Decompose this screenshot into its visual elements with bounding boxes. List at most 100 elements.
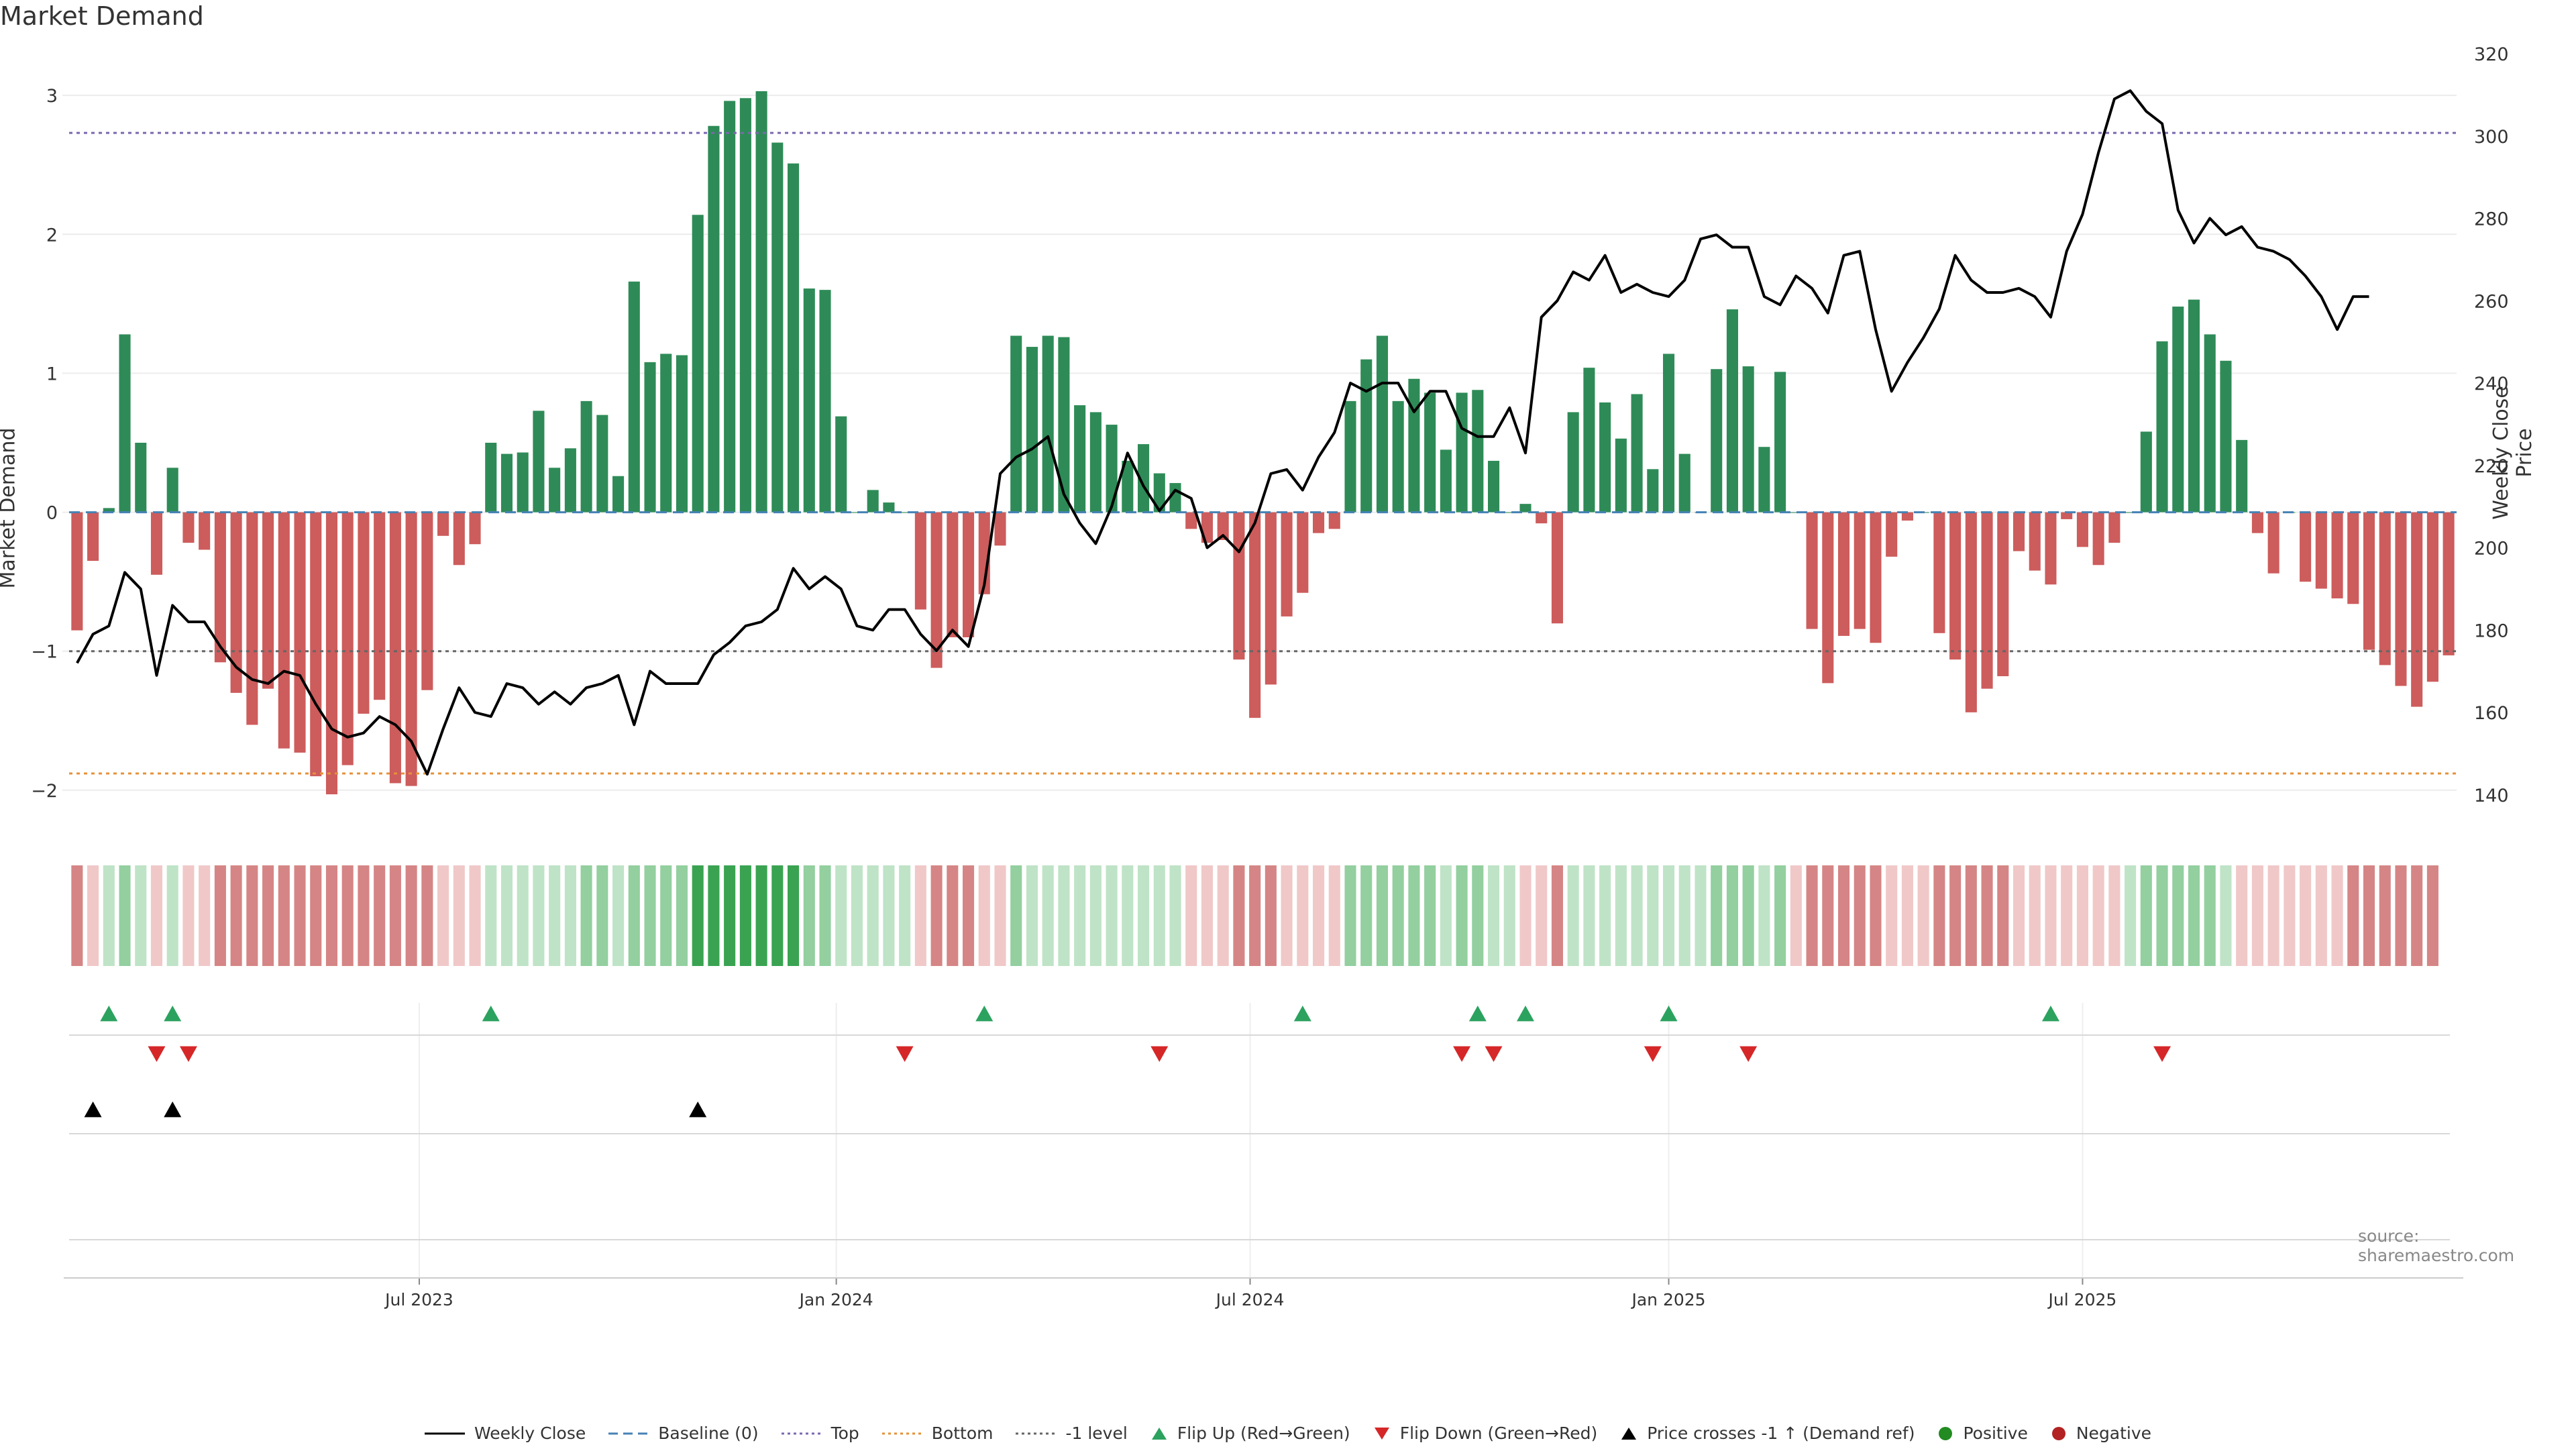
heat-cell (1456, 865, 1468, 966)
y2-tick-label: 200 (2474, 539, 2509, 559)
demand-bar (2267, 512, 2279, 574)
heat-cell (994, 865, 1006, 966)
demand-bar (1647, 469, 1659, 513)
x-tick-label: Jul 2025 (2047, 1290, 2117, 1309)
demand-bar (421, 512, 433, 690)
demand-bar (883, 502, 895, 513)
demand-bar (1854, 512, 1866, 629)
demand-bar (803, 288, 815, 513)
heat-cell (788, 865, 800, 966)
heat-cell (676, 865, 688, 966)
demand-bar (150, 512, 163, 575)
demand-bar (453, 512, 465, 566)
demand-bar (199, 512, 211, 550)
demand-bar (2061, 512, 2073, 519)
demand-bar (485, 443, 497, 513)
demand-bar (2363, 512, 2375, 650)
heat-cell (310, 865, 322, 966)
legend-item-price-cross[interactable]: Price crosses -1 ↑ (Demand ref) (1620, 1424, 1915, 1443)
legend-item-flip-down[interactable]: Flip Down (Green→Red) (1373, 1424, 1597, 1443)
heat-cell (2363, 865, 2375, 966)
demand-bar (1281, 512, 1293, 616)
demand-bar (1440, 449, 1452, 513)
demand-bar (119, 334, 131, 513)
heat-cell (1981, 865, 1993, 966)
heat-cell (851, 865, 863, 966)
heat-cell (2188, 865, 2200, 966)
y-tick-label: 3 (46, 86, 58, 107)
legend-item-baseline[interactable]: Baseline (0) (608, 1424, 759, 1443)
flip-up-marker (1293, 1006, 1311, 1022)
heat-cell (803, 865, 815, 966)
flip-up-marker (164, 1006, 182, 1022)
heat-cell (119, 865, 131, 966)
heat-cell (1217, 865, 1229, 966)
heat-cell (2029, 865, 2041, 966)
heat-cell (2267, 865, 2279, 966)
heat-cell (1233, 865, 1245, 966)
circle-icon (2051, 1426, 2065, 1440)
legend-item-positive[interactable]: Positive (1937, 1424, 2028, 1443)
heat-cell (2284, 865, 2296, 966)
legend-dot-line-icon (1016, 1432, 1057, 1434)
y2-tick-label: 140 (2474, 786, 2509, 806)
legend-item-weekly-close[interactable]: Weekly Close (424, 1424, 586, 1443)
legend-item-top[interactable]: Top (781, 1424, 859, 1443)
demand-bar (1678, 453, 1690, 513)
legend-item-minus-one[interactable]: -1 level (1016, 1424, 1128, 1443)
demand-bar (1297, 512, 1309, 593)
demand-bar (1169, 483, 1181, 513)
heat-cell (262, 865, 274, 966)
demand-bar (405, 512, 417, 786)
heat-cell (1281, 865, 1293, 966)
heat-cell (1997, 865, 2009, 966)
heat-cell (135, 865, 147, 966)
heat-cell (1169, 865, 1181, 966)
heat-cell (2012, 865, 2025, 966)
demand-bar (246, 512, 258, 725)
heat-cell (2347, 865, 2359, 966)
demand-bar (437, 512, 449, 536)
heat-cell (2172, 865, 2184, 966)
heat-cell (199, 865, 211, 966)
heat-cell (978, 865, 990, 966)
legend-item-negative[interactable]: Negative (2051, 1424, 2151, 1443)
demand-bar (2251, 512, 2263, 533)
heat-cell (771, 865, 784, 966)
heat-cell (1344, 865, 1356, 966)
heat-cell (103, 865, 115, 966)
heat-cell (1917, 865, 1929, 966)
demand-bar (1774, 372, 1786, 513)
demand-bar (2076, 512, 2088, 547)
demand-bar (1933, 512, 1945, 633)
flip-down-marker (896, 1046, 914, 1062)
legend-label: Top (830, 1424, 859, 1443)
demand-bar (2331, 512, 2343, 598)
flip-up-marker (100, 1006, 118, 1022)
heat-cell (1297, 865, 1309, 966)
heat-cell (341, 865, 354, 966)
heat-cell (1551, 865, 1563, 966)
demand-bar (1631, 394, 1643, 513)
demand-bar (2300, 512, 2312, 582)
heat-cell (1854, 865, 1866, 966)
price-line (76, 89, 2369, 776)
heat-cell (1583, 865, 1595, 966)
heat-cell (2411, 865, 2423, 966)
demand-bar (294, 512, 306, 753)
heat-cell (1726, 865, 1738, 966)
demand-bar (1965, 512, 1977, 712)
legend-item-bottom[interactable]: Bottom (881, 1424, 993, 1443)
demand-bar (325, 512, 338, 795)
demand-bar (1567, 412, 1579, 513)
heat-cell (1870, 865, 1882, 966)
heat-cell (2220, 865, 2232, 966)
legend-item-flip-up[interactable]: Flip Up (Red→Green) (1150, 1424, 1350, 1443)
demand-bar (708, 125, 720, 513)
heat-cell (628, 865, 640, 966)
heat-cell (1774, 865, 1786, 966)
demand-bar (310, 512, 322, 777)
heat-cell (2045, 865, 2057, 966)
demand-bar (692, 215, 704, 513)
heat-cell (230, 865, 242, 966)
